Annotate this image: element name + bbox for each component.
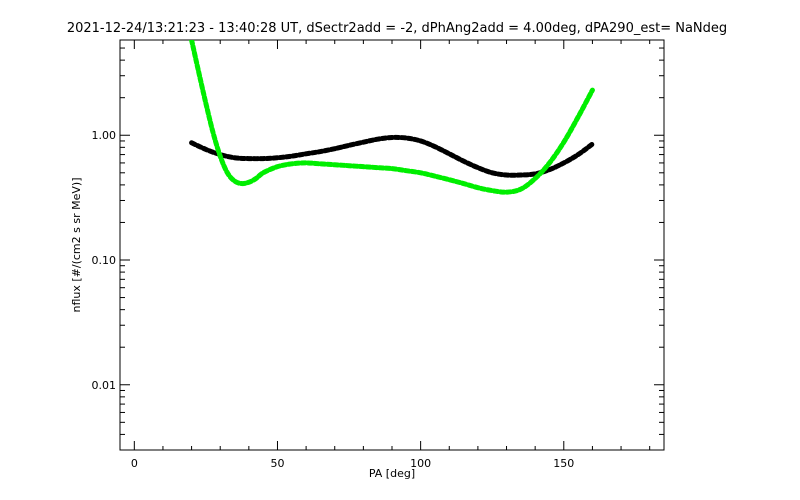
x-tick-labels: 0 50 100 150 [131, 457, 574, 470]
series-line-2 [189, 40, 595, 195]
plot-frame [119, 39, 665, 451]
axis-ticks [120, 40, 664, 451]
y-axis-label: nflux [#/(cm2 s sr MeV)] [70, 178, 83, 313]
x-tick-label: 100 [410, 457, 431, 470]
x-tick-label: 150 [553, 457, 574, 470]
y-tick-label: 0.01 [92, 379, 117, 392]
y-tick-label: 1.00 [92, 129, 117, 142]
y-tick-label: 0.10 [92, 254, 117, 267]
series-layer [189, 40, 595, 195]
x-tick-label: 0 [131, 457, 138, 470]
x-tick-label: 50 [270, 457, 284, 470]
y-tick-labels: 0.01 0.10 1.00 [92, 129, 117, 392]
chart-title: 2021-12-24/13:21:23 - 13:40:28 UT, dSect… [67, 21, 727, 36]
x-axis-label: PA [deg] [369, 467, 415, 480]
series-line-1 [189, 134, 595, 178]
